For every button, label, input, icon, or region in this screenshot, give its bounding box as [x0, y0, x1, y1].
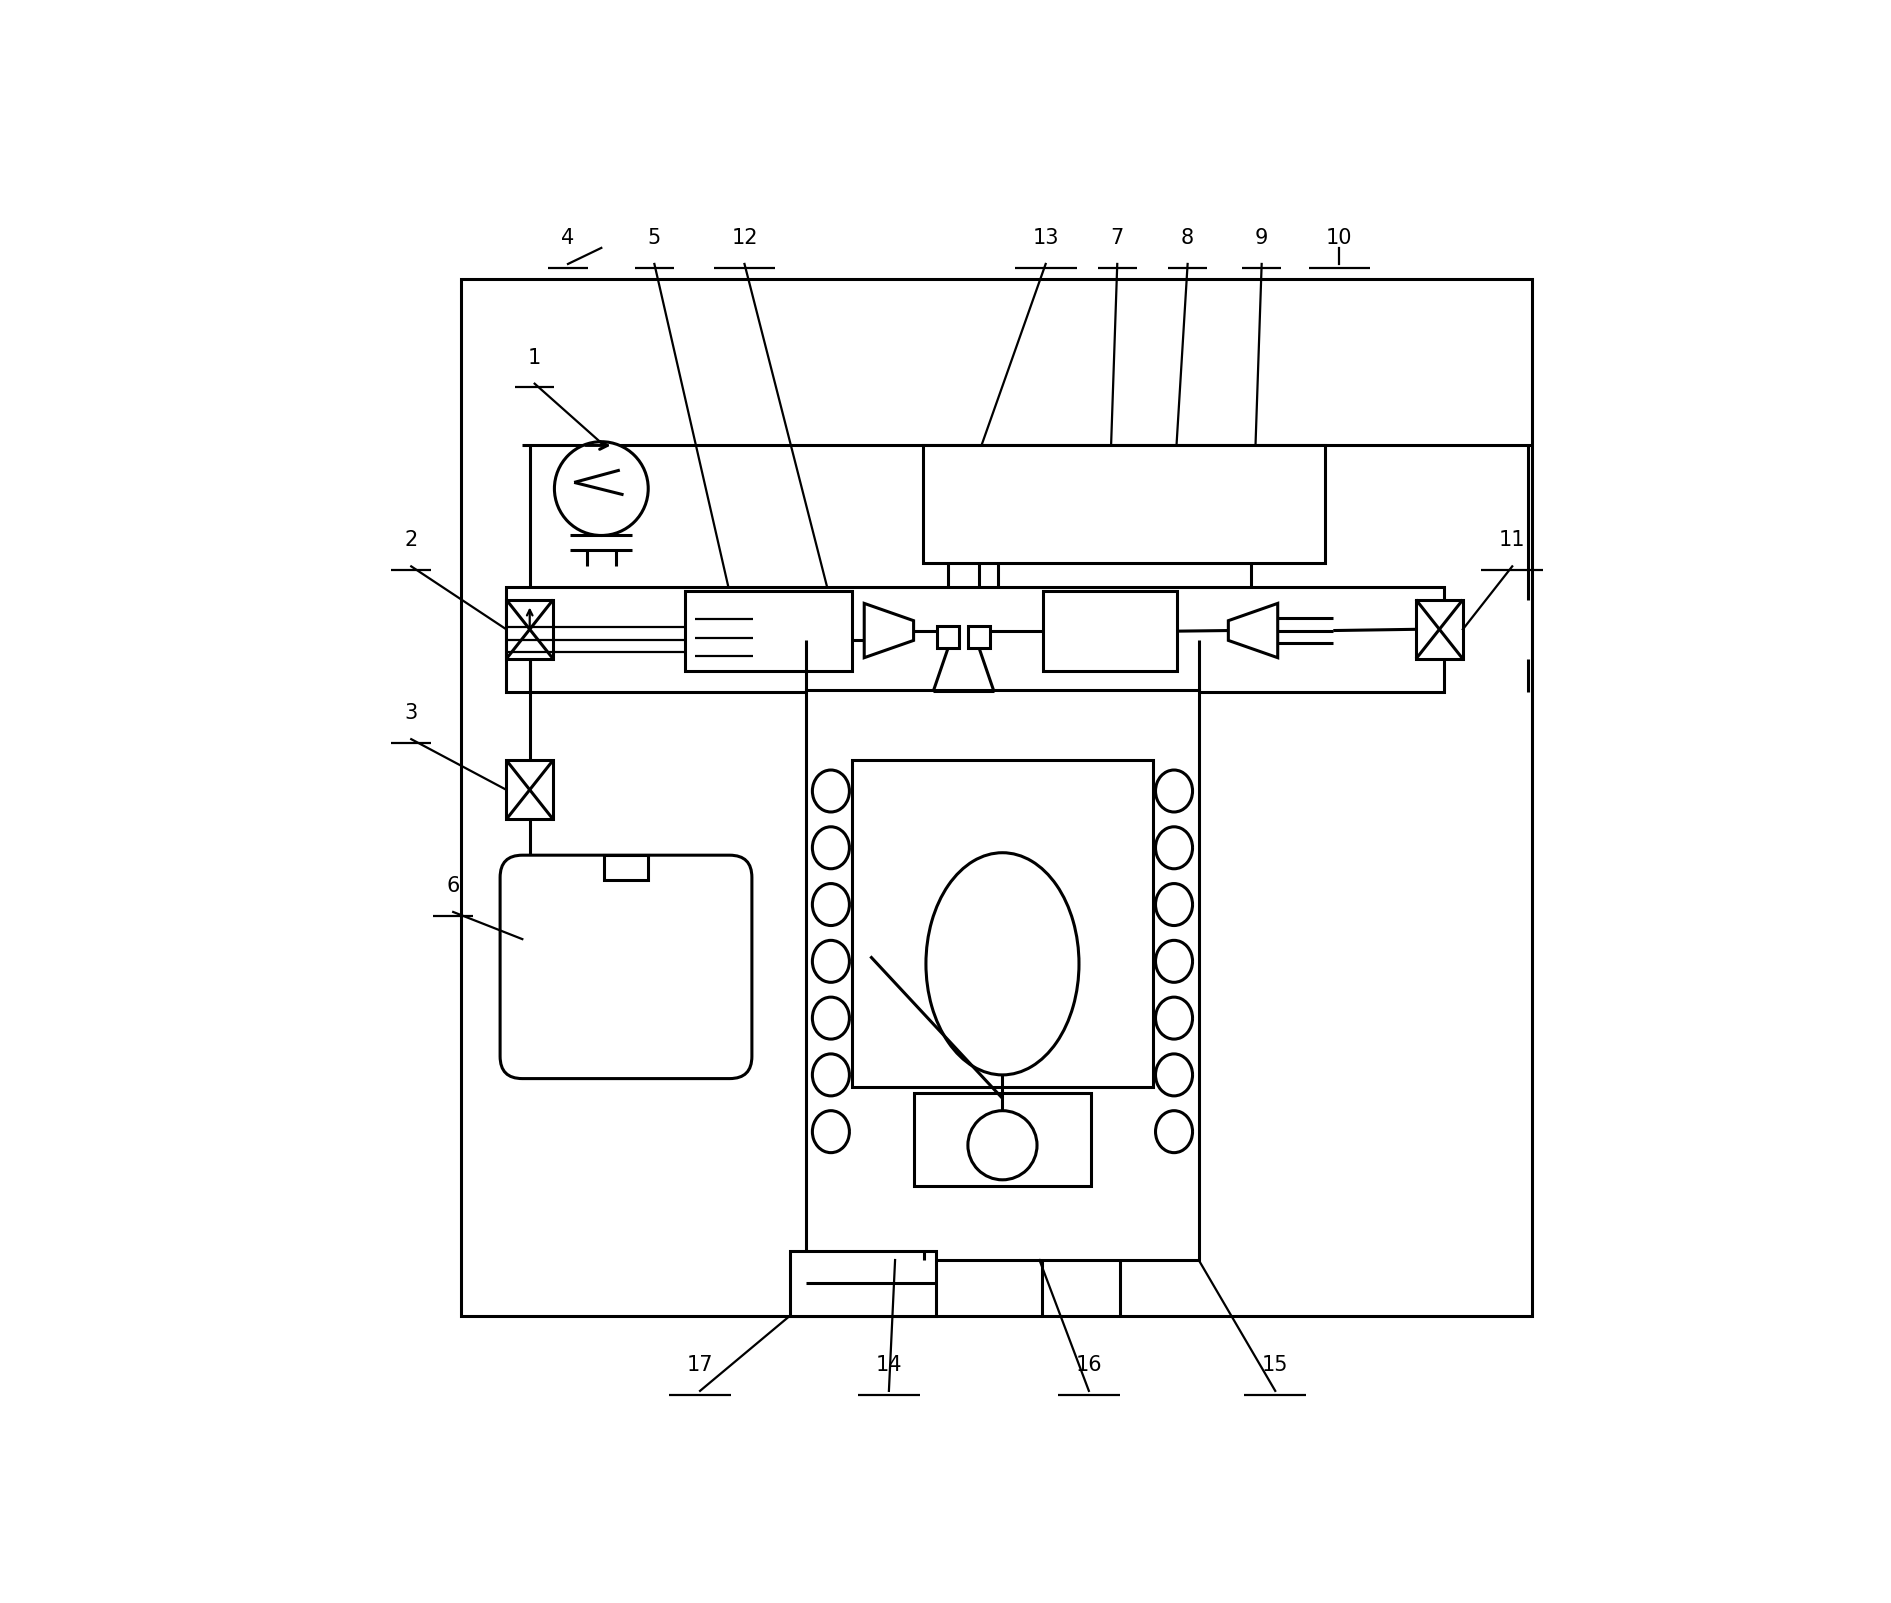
- Bar: [461, 279, 1532, 1316]
- Bar: [923, 446, 1324, 563]
- Text: 8: 8: [1182, 228, 1195, 248]
- Bar: [806, 689, 1199, 1260]
- Polygon shape: [864, 603, 913, 657]
- Bar: [938, 625, 959, 648]
- Bar: [968, 625, 991, 648]
- Circle shape: [554, 442, 649, 535]
- Text: 17: 17: [686, 1355, 713, 1375]
- Bar: [913, 1093, 1091, 1186]
- Bar: [1416, 600, 1464, 659]
- Bar: [507, 760, 554, 819]
- Bar: [685, 592, 851, 672]
- Bar: [507, 587, 1445, 692]
- Text: 4: 4: [562, 228, 575, 248]
- Bar: [1044, 592, 1176, 672]
- Text: 11: 11: [1500, 531, 1526, 550]
- Text: 5: 5: [649, 228, 662, 248]
- Text: 16: 16: [1076, 1355, 1102, 1375]
- Text: 2: 2: [405, 531, 418, 550]
- Text: 14: 14: [876, 1355, 902, 1375]
- Text: 6: 6: [446, 875, 460, 896]
- Bar: [603, 854, 649, 880]
- Text: 10: 10: [1326, 228, 1352, 248]
- Text: 9: 9: [1256, 228, 1269, 248]
- Text: 1: 1: [528, 348, 541, 367]
- Polygon shape: [1229, 603, 1278, 657]
- Text: 3: 3: [405, 704, 418, 723]
- Bar: [851, 760, 1154, 1087]
- Text: 15: 15: [1261, 1355, 1288, 1375]
- Bar: [507, 600, 554, 659]
- FancyBboxPatch shape: [499, 854, 753, 1079]
- Bar: [790, 1252, 936, 1316]
- Text: 12: 12: [732, 228, 758, 248]
- Circle shape: [968, 1111, 1036, 1180]
- Text: 13: 13: [1032, 228, 1059, 248]
- Text: 7: 7: [1110, 228, 1123, 248]
